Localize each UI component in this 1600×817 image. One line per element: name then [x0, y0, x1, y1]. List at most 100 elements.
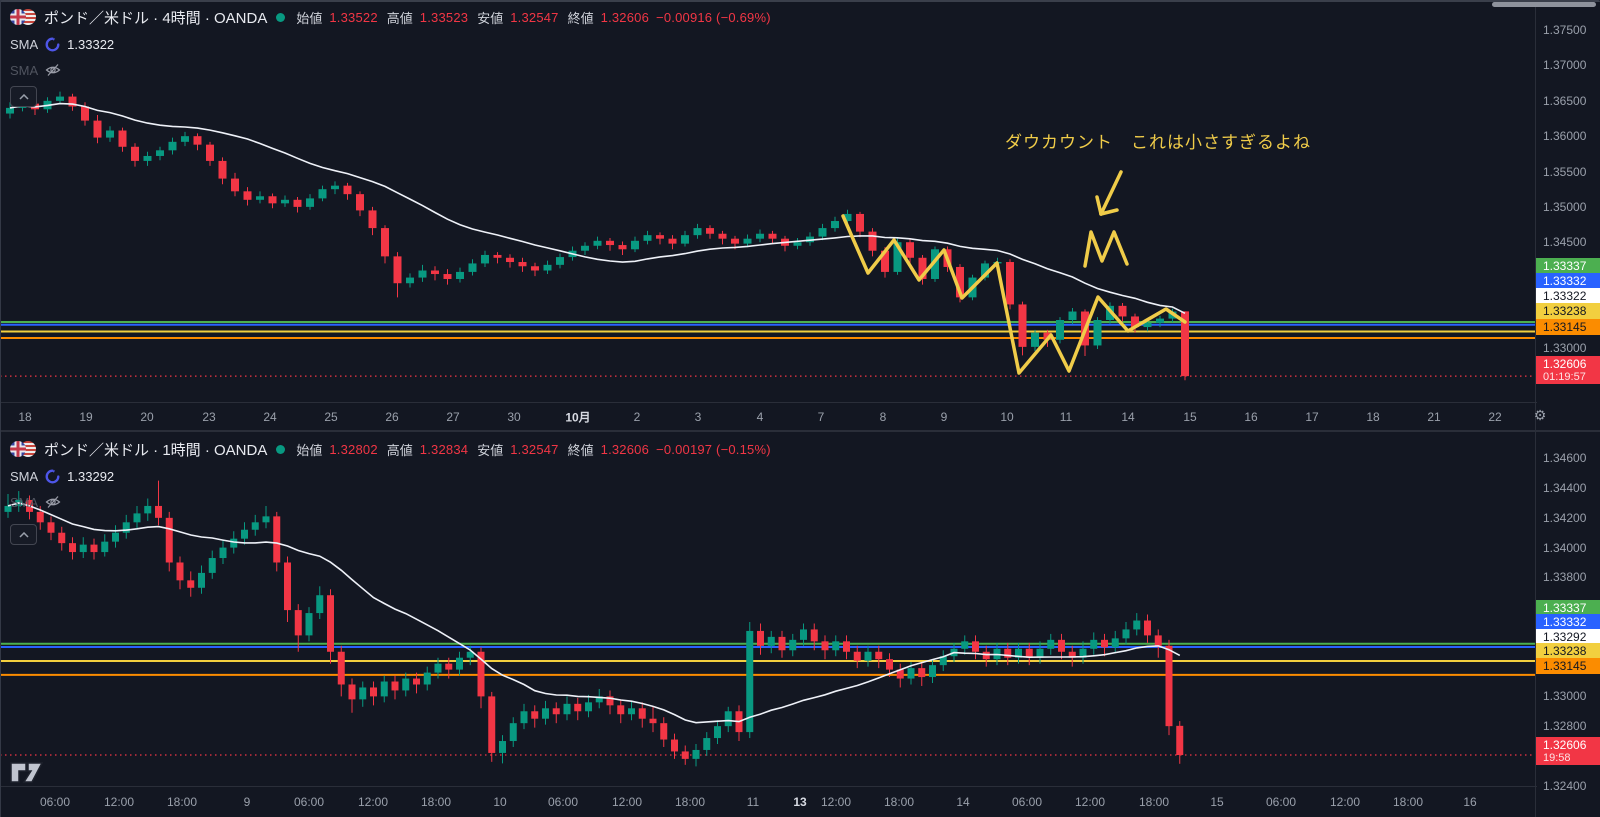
- time-tick: 10月: [565, 410, 591, 424]
- time-tick: 06:00: [39, 795, 71, 809]
- indicator-sma-hidden[interactable]: SMA: [10, 60, 771, 80]
- candles: [4, 480, 1184, 767]
- annotation-text[interactable]: ダウカウント これは小さすぎるよね: [1005, 133, 1311, 152]
- chart-pane-1h: ポンド／米ドル · 1時間 · OANDA 始値 1.32802 高値 1.32…: [0, 432, 1600, 817]
- high-value: 1.33523: [419, 9, 469, 25]
- window-top-border: [0, 0, 1600, 2]
- price-tick: 1.34200: [1543, 510, 1587, 525]
- chart-legend-1h: ポンド／米ドル · 1時間 · OANDA 始値 1.32802 高値 1.32…: [10, 438, 771, 512]
- time-tick: 10: [1000, 409, 1014, 424]
- market-open-dot-icon[interactable]: [276, 12, 286, 22]
- time-axis-1h[interactable]: 06:00 12:00 18:00 9 06:00 12:00 18:00 10 06:00 12…: [0, 786, 1537, 817]
- time-tick: 18:00: [420, 795, 452, 809]
- time-tick: 4: [756, 409, 764, 424]
- price-label: 1.33238: [1536, 643, 1600, 659]
- time-tick: 13: [793, 795, 807, 809]
- time-tick: 15: [1183, 409, 1197, 424]
- time-tick: 18:00: [883, 795, 915, 809]
- price-tick: 1.37500: [1543, 23, 1587, 38]
- collapse-legend-button[interactable]: [10, 524, 37, 545]
- price-label: 1.33332: [1536, 614, 1600, 630]
- candlestick-chart-1h[interactable]: [0, 432, 1536, 787]
- time-tick: 3: [694, 409, 702, 424]
- price-tick: 1.37000: [1543, 58, 1587, 73]
- price-label: 1.33238: [1536, 303, 1600, 319]
- market-open-dot-icon[interactable]: [276, 444, 286, 454]
- price-tick: 1.36000: [1543, 129, 1587, 144]
- price-scale-4h[interactable]: 1.37500 1.37000 1.36500 1.36000 1.35500 1.350…: [1535, 0, 1600, 430]
- time-tick: 16: [1463, 795, 1477, 809]
- time-tick: 18:00: [166, 795, 198, 809]
- axis-settings-gear-icon[interactable]: ⚙: [1533, 406, 1547, 423]
- high-label: 高値: [386, 10, 413, 26]
- m-pattern-drawing[interactable]: [1083, 230, 1129, 268]
- low-value: 1.32547: [510, 9, 559, 25]
- time-tick: 23: [202, 409, 216, 424]
- sma-hidden-label: SMA: [10, 494, 39, 510]
- price-tick: 1.33000: [1543, 689, 1587, 704]
- close-label: 終値: [567, 10, 594, 26]
- time-tick: 15: [1210, 795, 1224, 809]
- time-tick: 12:00: [611, 795, 643, 809]
- scrollbar-thumb[interactable]: [1492, 2, 1596, 7]
- candlestick-chart-4h[interactable]: ダウカウント これは小さすぎるよね: [0, 0, 1536, 403]
- time-axis-4h[interactable]: 18 19 20 23 24 25 26 27 30 10月 2 3 4 7 8 9 10 11 14 15 16 17 1…: [0, 402, 1537, 430]
- pane-divider[interactable]: [0, 430, 1600, 432]
- price-label: 1.33337: [1536, 600, 1600, 616]
- time-tick: 12:00: [357, 795, 389, 809]
- time-tick: 18: [1366, 409, 1380, 424]
- time-tick: 30: [507, 409, 521, 424]
- time-tick: 06:00: [547, 795, 579, 809]
- change-value: −0.00916 (−0.69%): [656, 9, 771, 25]
- low-value: 1.32547: [510, 441, 559, 457]
- high-value: 1.32834: [419, 441, 469, 457]
- eye-slash-icon[interactable]: [45, 494, 61, 510]
- time-tick: 11: [1059, 409, 1073, 424]
- time-tick: 14: [956, 795, 970, 809]
- time-tick: 12:00: [820, 795, 852, 809]
- time-tick: 17: [1305, 409, 1319, 424]
- arrow-drawing[interactable]: [1099, 170, 1123, 216]
- time-tick: 18:00: [674, 795, 706, 809]
- time-tick: 18: [18, 409, 32, 424]
- indicator-sma-hidden[interactable]: SMA: [10, 492, 771, 512]
- time-tick: 06:00: [1011, 795, 1043, 809]
- price-tick: 1.34000: [1543, 540, 1587, 555]
- time-tick: 16: [1244, 409, 1258, 424]
- price-tick: 1.36500: [1543, 93, 1587, 108]
- time-tick: 25: [324, 409, 338, 424]
- price-scale-1h[interactable]: 1.34600 1.34400 1.34200 1.34000 1.33800 1.330…: [1535, 432, 1600, 817]
- sma-value: 1.33322: [67, 36, 115, 52]
- price-label: 1.33337: [1536, 258, 1600, 274]
- sma-value: 1.33292: [67, 468, 115, 484]
- indicator-sma[interactable]: SMA 1.33322: [10, 34, 771, 54]
- chart-pane-4h: ダウカウント これは小さすぎるよね ポンド／米ドル · 4時間 · OANDA …: [0, 0, 1600, 430]
- price-tick: 1.34400: [1543, 481, 1587, 496]
- close-value: 1.32606: [600, 9, 650, 25]
- time-tick: 10: [493, 795, 507, 809]
- time-tick: 8: [879, 409, 887, 424]
- price-tick: 1.32400: [1543, 778, 1587, 793]
- dow-count-zigzag-drawing[interactable]: [841, 214, 1187, 375]
- time-tick: 9: [940, 409, 948, 424]
- symbol-title[interactable]: ポンド／米ドル · 1時間 · OANDA: [44, 441, 268, 459]
- current-price-label: 1.32606 01:19:57: [1536, 356, 1600, 384]
- sma-line[interactable]: [9, 102, 1186, 315]
- symbol-pair-flag-icon: [10, 8, 37, 26]
- price-label: 1.33332: [1536, 273, 1600, 289]
- tradingview-logo[interactable]: [8, 758, 46, 786]
- open-value: 1.33522: [329, 9, 378, 25]
- eye-slash-icon[interactable]: [45, 62, 61, 78]
- close-label: 終値: [567, 442, 594, 458]
- price-tick: 1.32800: [1543, 719, 1587, 734]
- time-tick: 21: [1427, 409, 1441, 424]
- indicator-loading-icon: [45, 37, 60, 51]
- collapse-legend-button[interactable]: [10, 86, 37, 107]
- time-tick: 12:00: [1329, 795, 1361, 809]
- indicator-sma[interactable]: SMA 1.33292: [10, 466, 771, 486]
- symbol-title[interactable]: ポンド／米ドル · 4時間 · OANDA: [44, 9, 268, 27]
- sma-line[interactable]: [7, 502, 1181, 724]
- time-tick: 9: [243, 795, 251, 809]
- time-tick: 18:00: [1138, 795, 1170, 809]
